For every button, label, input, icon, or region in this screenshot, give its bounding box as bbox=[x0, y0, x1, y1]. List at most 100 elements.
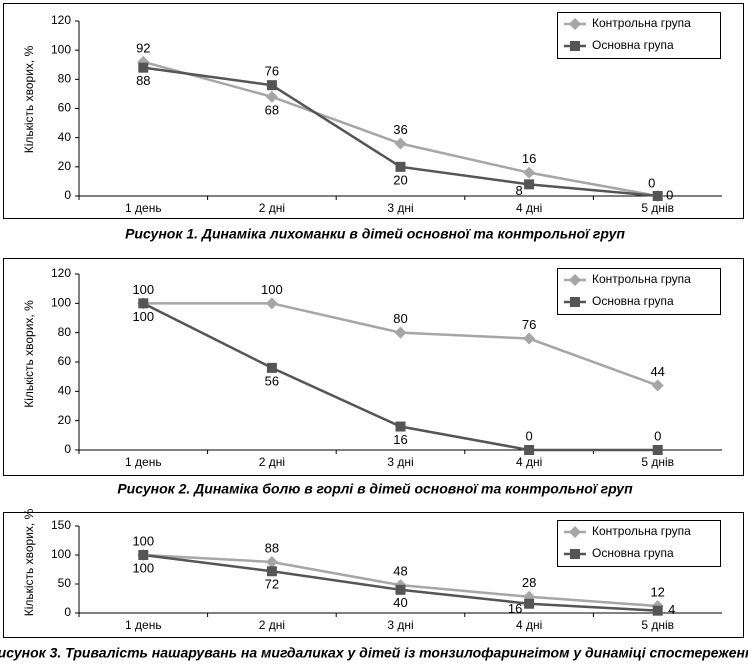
y-tick-label: 100 bbox=[51, 42, 71, 56]
legend-box bbox=[557, 12, 721, 59]
point bbox=[137, 55, 150, 68]
legend-label: Контрольна група bbox=[592, 524, 691, 538]
legend-marker bbox=[570, 297, 580, 307]
y-tick-label: 100 bbox=[51, 547, 71, 561]
chart-frame bbox=[3, 512, 744, 638]
legend-label: Основна група bbox=[592, 294, 674, 308]
data-label: 20 bbox=[393, 172, 407, 187]
y-tick-label: 100 bbox=[51, 296, 71, 310]
legend-marker bbox=[569, 526, 581, 538]
x-tick-label: 2 дні bbox=[259, 618, 285, 632]
point bbox=[395, 161, 406, 172]
x-tick-label: 1 день bbox=[125, 201, 162, 215]
data-label: 4 bbox=[668, 602, 675, 617]
data-label: 16 bbox=[522, 151, 536, 166]
data-label: 0 bbox=[648, 175, 655, 190]
legend-label: Контрольна група bbox=[592, 272, 691, 286]
y-tick-label: 150 bbox=[51, 518, 71, 532]
caption: Рисунок 3. Тривалість нашарувань на мигд… bbox=[0, 645, 748, 661]
data-label: 16 bbox=[393, 432, 407, 447]
point bbox=[266, 566, 277, 577]
legend-marker bbox=[569, 18, 581, 30]
data-label: 56 bbox=[265, 373, 279, 388]
point bbox=[266, 80, 277, 91]
y-tick-label: 80 bbox=[58, 325, 72, 339]
x-tick-label: 2 дні bbox=[259, 201, 285, 215]
point bbox=[523, 332, 536, 345]
legend-box bbox=[557, 268, 721, 315]
chart-frame bbox=[3, 3, 744, 219]
data-label: 36 bbox=[393, 122, 407, 137]
y-axis-label: Кількість хворих, % bbox=[22, 300, 36, 408]
data-label: 88 bbox=[265, 540, 279, 555]
x-tick-label: 1 день bbox=[125, 618, 162, 632]
point bbox=[265, 555, 278, 568]
point bbox=[524, 598, 535, 609]
data-label: 0 bbox=[654, 428, 661, 443]
x-tick-label: 4 дні bbox=[516, 455, 542, 469]
point bbox=[265, 297, 278, 310]
data-label: 92 bbox=[136, 40, 150, 55]
data-label: 100 bbox=[132, 560, 154, 575]
point bbox=[138, 62, 149, 73]
legend-marker bbox=[570, 549, 580, 559]
y-tick-label: 0 bbox=[64, 442, 71, 456]
data-label: 12 bbox=[650, 584, 664, 599]
legend-marker bbox=[569, 274, 581, 286]
point bbox=[266, 362, 277, 373]
point bbox=[652, 445, 663, 455]
point bbox=[652, 191, 663, 201]
y-tick-label: 120 bbox=[51, 266, 71, 280]
data-label: 8 bbox=[515, 183, 522, 198]
data-label: 28 bbox=[522, 575, 536, 590]
point bbox=[394, 137, 407, 150]
point bbox=[395, 584, 406, 595]
y-tick-label: 0 bbox=[64, 188, 71, 202]
x-tick-label: 5 днів bbox=[641, 201, 674, 215]
data-label: 44 bbox=[650, 364, 664, 379]
y-tick-label: 60 bbox=[58, 354, 72, 368]
data-label: 0 bbox=[525, 428, 532, 443]
point bbox=[524, 445, 535, 455]
data-label: 88 bbox=[136, 73, 150, 88]
y-tick-label: 40 bbox=[58, 384, 72, 398]
data-label: 100 bbox=[132, 309, 154, 324]
data-label: 16 bbox=[508, 601, 522, 616]
y-tick-label: 20 bbox=[58, 413, 72, 427]
data-label: 100 bbox=[132, 282, 154, 297]
data-label: 40 bbox=[393, 595, 407, 610]
caption: Рисунок 1. Динаміка лихоманки в дітей ос… bbox=[125, 226, 625, 242]
legend-label: Контрольна група bbox=[592, 16, 691, 30]
point bbox=[265, 90, 278, 103]
y-tick-label: 20 bbox=[58, 159, 72, 173]
data-label: 68 bbox=[265, 102, 279, 117]
x-tick-label: 2 дні bbox=[259, 455, 285, 469]
data-label: 80 bbox=[393, 311, 407, 326]
y-axis-label: Кількість хворих, % bbox=[22, 45, 36, 153]
y-tick-label: 80 bbox=[58, 72, 72, 86]
data-label: 72 bbox=[265, 577, 279, 592]
point bbox=[138, 550, 149, 560]
x-tick-label: 5 днів bbox=[641, 618, 674, 632]
point bbox=[524, 179, 535, 190]
legend-marker bbox=[570, 41, 580, 51]
x-tick-label: 3 дні bbox=[387, 618, 413, 632]
x-tick-label: 5 днів bbox=[641, 455, 674, 469]
x-tick-label: 1 день bbox=[125, 455, 162, 469]
legend-label: Основна група bbox=[592, 38, 674, 52]
y-tick-label: 120 bbox=[51, 13, 71, 27]
point bbox=[651, 379, 664, 392]
point bbox=[138, 298, 149, 309]
data-label: 76 bbox=[265, 64, 279, 79]
caption: Рисунок 2. Динаміка болю в горлі в дітей… bbox=[117, 481, 633, 497]
data-label: 48 bbox=[393, 564, 407, 579]
data-label: 76 bbox=[522, 317, 536, 332]
data-label: 100 bbox=[261, 282, 283, 297]
point bbox=[395, 421, 406, 432]
data-label: 0 bbox=[666, 187, 673, 202]
point bbox=[394, 326, 407, 339]
x-tick-label: 3 дні bbox=[387, 455, 413, 469]
chart-frame bbox=[3, 258, 744, 476]
y-tick-label: 0 bbox=[64, 605, 71, 619]
